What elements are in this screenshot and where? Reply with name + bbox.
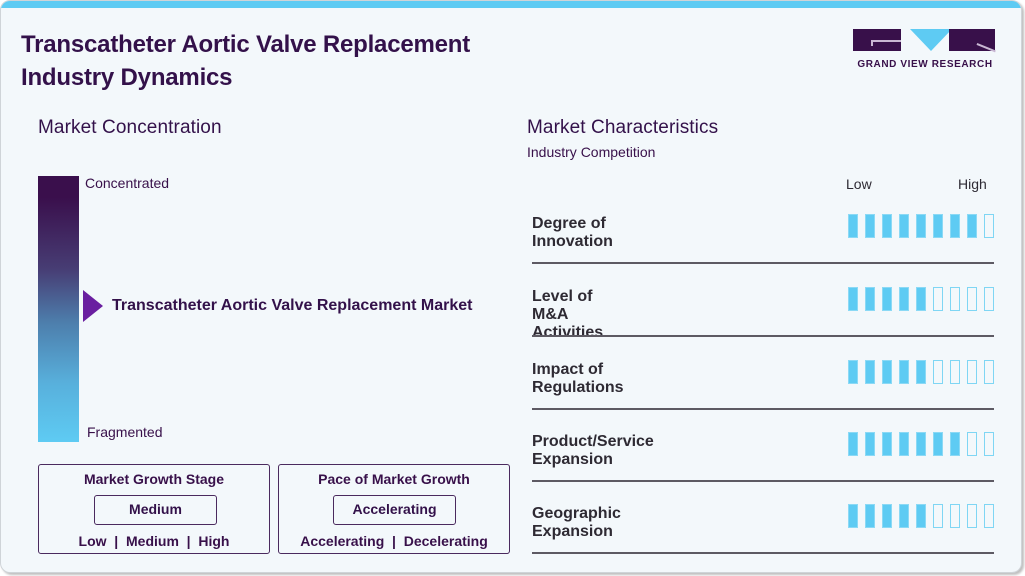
rating-bars [848,504,994,528]
rating-bar-empty-icon [950,287,960,311]
row-divider [532,552,994,554]
rating-bar-filled-icon [882,504,892,528]
rating-bar-filled-icon [916,287,926,311]
concentration-gradient-bar [38,176,79,442]
rating-bars [848,360,994,384]
grand-view-research-logo: GRAND VIEW RESEARCH [853,29,997,71]
rating-bar-filled-icon [899,214,909,238]
rating-bar-filled-icon [848,432,858,456]
rating-bar-filled-icon [882,214,892,238]
rating-bar-filled-icon [865,504,875,528]
growth-pace-value: Accelerating [333,495,456,525]
rating-bar-filled-icon [882,432,892,456]
top-accent-bar [1,1,1021,8]
rating-bar-filled-icon [933,214,943,238]
market-characteristics-title: Market Characteristics [527,117,719,138]
rating-bar-filled-icon [899,287,909,311]
logo-g-stroke-icon [871,40,873,46]
scale-high-label: High [958,176,987,192]
rating-bar-filled-icon [899,360,909,384]
industry-competition-subtitle: Industry Competition [527,144,656,160]
logo-text: GRAND VIEW RESEARCH [857,59,993,70]
rating-bar-filled-icon [899,432,909,456]
rating-bar-filled-icon [916,432,926,456]
rating-bar-filled-icon [899,504,909,528]
rating-bar-filled-icon [848,360,858,384]
rating-bar-filled-icon [865,287,875,311]
growth-pace-options: Accelerating | Decelerating [300,533,488,549]
fragmented-label: Fragmented [87,424,163,440]
characteristic-label: Impact of Regulations [532,361,624,396]
rating-bar-filled-icon [950,214,960,238]
rating-bar-empty-icon [967,504,977,528]
rating-bar-filled-icon [865,432,875,456]
rating-bar-filled-icon [848,287,858,311]
rating-bar-empty-icon [967,287,977,311]
rating-bar-empty-icon [950,504,960,528]
market-position-marker-icon [83,290,103,322]
rating-bar-filled-icon [865,214,875,238]
characteristic-label: Level of M&A Activities [532,288,604,341]
rating-bar-filled-icon [882,287,892,311]
rating-bar-empty-icon [984,504,994,528]
title-line-1: Transcatheter Aortic Valve Replacement [21,31,471,58]
page-title: Transcatheter Aortic Valve Replacement I… [21,28,581,94]
characteristic-label: Degree of Innovation [532,215,613,250]
growth-pace-title: Pace of Market Growth [318,471,470,487]
rating-bar-empty-icon [933,504,943,528]
rating-bar-filled-icon [865,360,875,384]
characteristic-label: Product/Service Expansion [532,433,654,468]
rating-bar-empty-icon [967,360,977,384]
market-growth-stage-box: Market Growth Stage Medium Low | Medium … [38,464,270,554]
rating-bar-empty-icon [984,287,994,311]
growth-stage-options: Low | Medium | High [78,533,230,549]
title-line-2: Industry Dynamics [21,64,233,91]
rating-bar-filled-icon [967,214,977,238]
characteristic-label: Geographic Expansion [532,505,621,540]
rating-bar-empty-icon [984,360,994,384]
pace-of-market-growth-box: Pace of Market Growth Accelerating Accel… [278,464,510,554]
concentrated-label: Concentrated [85,175,170,191]
rating-bar-filled-icon [916,504,926,528]
growth-stage-title: Market Growth Stage [83,471,225,487]
row-divider [532,480,994,482]
rating-bar-empty-icon [950,360,960,384]
rating-bar-filled-icon [950,432,960,456]
rating-bar-filled-icon [916,214,926,238]
rating-bar-empty-icon [984,432,994,456]
rating-bar-empty-icon [967,432,977,456]
rating-bar-filled-icon [882,360,892,384]
row-divider [532,408,994,410]
rating-bar-filled-icon [933,432,943,456]
market-concentration-title: Market Concentration [38,117,222,138]
rating-bar-filled-icon [848,214,858,238]
rating-bar-empty-icon [984,214,994,238]
market-position-label: Transcatheter Aortic Valve Replacement M… [112,297,473,314]
growth-stage-value: Medium [94,495,217,525]
rating-bars [848,287,994,311]
rating-bars [848,432,994,456]
logo-v-triangle-icon [910,29,952,51]
row-divider [532,335,994,337]
logo-g-stroke-icon [871,40,901,42]
rating-bar-empty-icon [933,360,943,384]
rating-bar-filled-icon [848,504,858,528]
rating-bars [848,214,994,238]
rating-bar-filled-icon [916,360,926,384]
scale-low-label: Low [846,176,872,192]
row-divider [532,262,994,264]
rating-bar-empty-icon [933,287,943,311]
